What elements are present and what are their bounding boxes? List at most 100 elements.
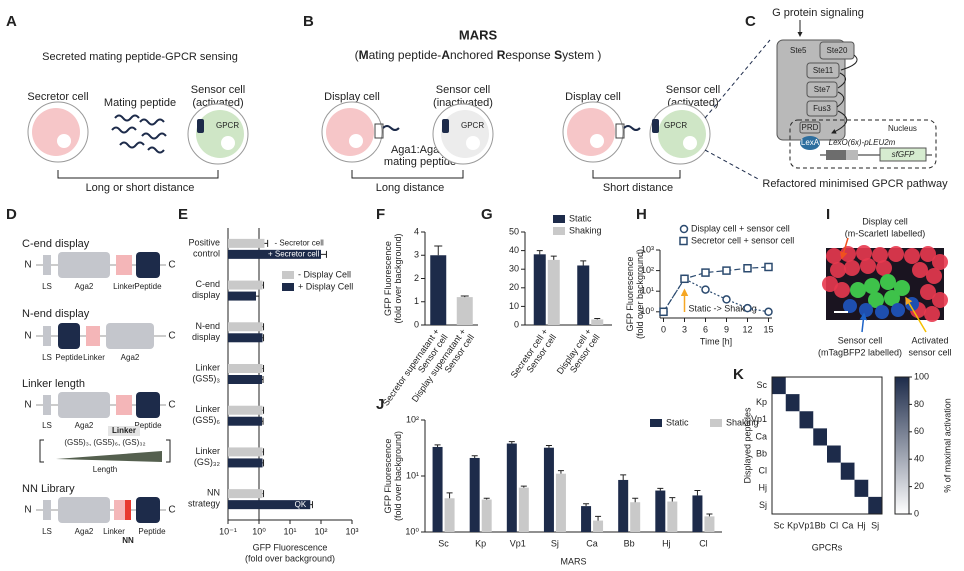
heat-cell <box>785 462 800 481</box>
heat-cell <box>840 428 855 446</box>
domain-label: LS <box>42 282 52 291</box>
y-tick-label: 10 <box>509 301 519 311</box>
bar <box>593 520 604 532</box>
x-tick-label: 10⁰ <box>252 526 266 536</box>
legend-swatch <box>282 271 294 279</box>
heat-cell <box>813 462 828 481</box>
y-tick-label: 10⁰ <box>405 526 419 536</box>
heat-cell <box>827 496 842 515</box>
red-cell <box>830 262 846 278</box>
y-tick-label: 1 <box>414 296 419 306</box>
y-tick-label: 30 <box>509 264 519 274</box>
error-bar <box>434 245 443 256</box>
kinase-label: Ste7 <box>814 85 831 94</box>
heat-cell <box>827 479 842 498</box>
domain <box>125 500 131 520</box>
reporter-label: sfGFP <box>892 150 915 159</box>
bar <box>618 479 629 532</box>
green-cell <box>864 278 880 294</box>
heat-cell <box>827 377 842 395</box>
heat-cell <box>772 428 787 446</box>
red-cell <box>822 276 838 292</box>
error-bar <box>508 441 515 444</box>
heat-cell <box>868 428 883 446</box>
category-label: Cl <box>699 538 708 548</box>
marker <box>722 266 731 275</box>
y-tick-label: 3 <box>414 250 419 260</box>
heat-cell <box>799 496 814 515</box>
panel-label: B <box>303 13 314 30</box>
panel-label: J <box>376 396 384 413</box>
promoter <box>846 150 858 160</box>
row-label: Bb <box>756 448 767 458</box>
column-label: Cl <box>830 520 839 530</box>
panel-label: G <box>481 206 493 223</box>
legend-label: Shaking <box>726 417 759 427</box>
row-label: Hj <box>759 483 768 493</box>
bar <box>577 265 590 325</box>
marker <box>701 268 710 277</box>
anchor <box>615 123 625 139</box>
heat-cell <box>854 377 869 395</box>
y-axis-title: GFP Fluorescence(fold over background) <box>625 249 645 339</box>
heat-cell <box>813 377 828 395</box>
y-tick-label: 10² <box>406 414 419 424</box>
x-tick-label: 3 <box>682 324 687 334</box>
distance-label: Long distance <box>376 182 445 194</box>
anchor-label: Aga1:Aga2- <box>391 144 449 156</box>
x-tick-label: 12 <box>742 324 752 334</box>
heat-cell <box>868 496 883 515</box>
blue-cell <box>875 305 889 319</box>
category-label: NN strategy <box>188 488 221 509</box>
domain-label: Aga2 <box>75 527 94 536</box>
red-cell <box>920 284 936 300</box>
heat-cell <box>840 411 855 429</box>
red-cell <box>856 245 872 261</box>
nucleus-box <box>789 119 937 169</box>
legend-label: Static <box>666 417 689 427</box>
error-bar <box>262 417 264 425</box>
heat-cell <box>799 394 814 412</box>
colorbar-title: % of maximal activation <box>942 398 952 493</box>
error-bar <box>460 295 469 298</box>
heat-cell <box>772 479 787 498</box>
bar <box>469 457 480 532</box>
red-cell <box>912 262 928 278</box>
heat-cell <box>827 394 842 412</box>
red-cell <box>834 282 850 298</box>
receptor-label: GPCR <box>216 121 239 130</box>
prd <box>799 121 821 134</box>
domain-label: Aga2 <box>75 282 94 291</box>
heat-cell <box>785 377 800 395</box>
category-label: Kp <box>475 538 486 548</box>
category-label: Linker (GS)₃₂ <box>194 446 221 467</box>
heat-cell <box>827 411 842 429</box>
domain <box>58 252 110 278</box>
bar <box>228 238 265 248</box>
heat-cell <box>799 411 814 429</box>
cytoplasm <box>441 110 489 158</box>
heat-cell <box>854 445 869 463</box>
red-cell <box>920 246 936 262</box>
row-label: Ca <box>755 431 767 441</box>
marker <box>659 307 668 317</box>
heat-cell <box>772 462 787 481</box>
x-tick-label: 0 <box>661 324 666 334</box>
bar <box>591 319 604 325</box>
label: (mTagBFP2 labelled) <box>818 347 902 357</box>
bar <box>518 487 529 532</box>
marker <box>722 295 731 304</box>
error-bar <box>483 497 490 500</box>
y-tick-label: 10¹ <box>406 470 419 480</box>
y-axis-title: GFP Fluorescence(fold over background) <box>383 233 403 323</box>
panel-a: A Secreted mating peptide-GPCR sensing S… <box>6 13 249 194</box>
linker-variants: (GS5)₃, (GS5)₆, (GS)₃₂ <box>64 438 145 447</box>
x-tick-label: 10³ <box>345 526 358 536</box>
error-bar <box>694 490 701 496</box>
panel-label: K <box>733 366 744 383</box>
error-bar <box>583 503 590 507</box>
colorbar-tick-label: 60 <box>914 426 924 436</box>
heat-cell <box>799 428 814 446</box>
y-tick-label: 10⁰ <box>640 306 654 316</box>
